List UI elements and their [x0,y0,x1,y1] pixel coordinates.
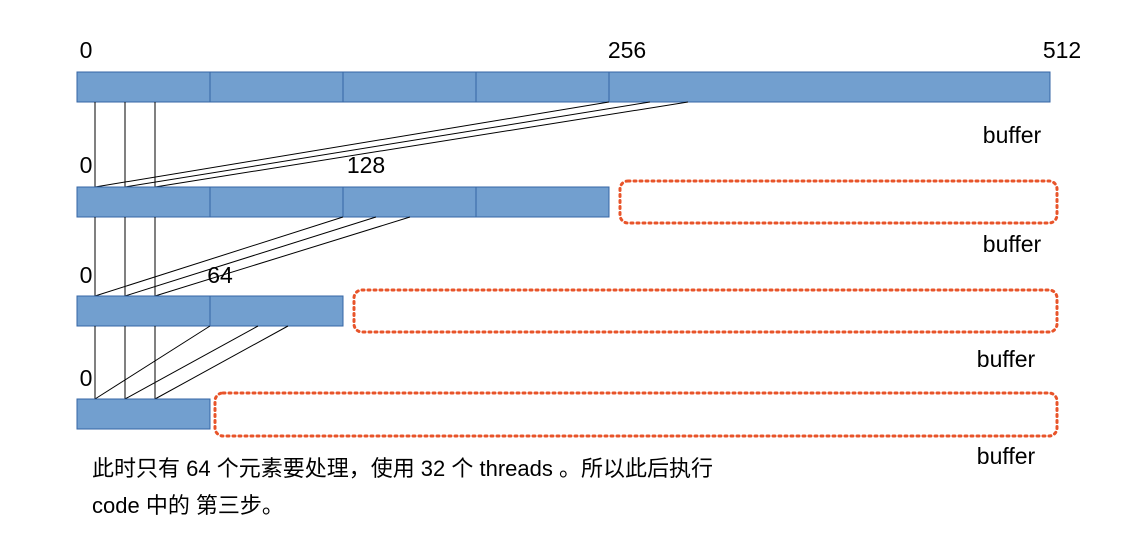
wires [94,216,411,297]
buffer-label: buffer [977,443,1036,469]
buffer-bar [76,71,1051,103]
buffer-label: buffer [983,122,1042,148]
offset-label: 128 [347,152,385,178]
wires [94,325,289,400]
offset-label: 64 [207,262,233,288]
unused-region [213,391,1059,438]
buffer-label: buffer [977,346,1036,372]
offset-label: 256 [608,37,646,63]
buffer-label: buffer [983,231,1042,257]
offset-label: 0 [80,365,93,391]
caption-line: code 中的 第三步。 [92,493,284,518]
caption-line: 此时只有 64 个元素要处理，使用 32 个 threads 。所以此后执行 [92,456,713,481]
offset-label: 0 [80,262,93,288]
offset-label: 0 [80,37,93,63]
offset-label: 0 [80,152,93,178]
unused-region [618,179,1059,225]
unused-region [352,288,1059,334]
buffer-bar [76,398,211,430]
wires [94,101,689,188]
offset-label: 512 [1043,37,1081,63]
